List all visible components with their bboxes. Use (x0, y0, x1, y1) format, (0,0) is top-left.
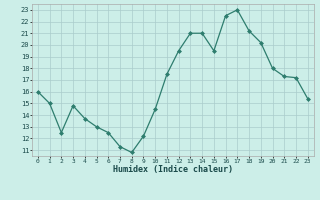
X-axis label: Humidex (Indice chaleur): Humidex (Indice chaleur) (113, 165, 233, 174)
